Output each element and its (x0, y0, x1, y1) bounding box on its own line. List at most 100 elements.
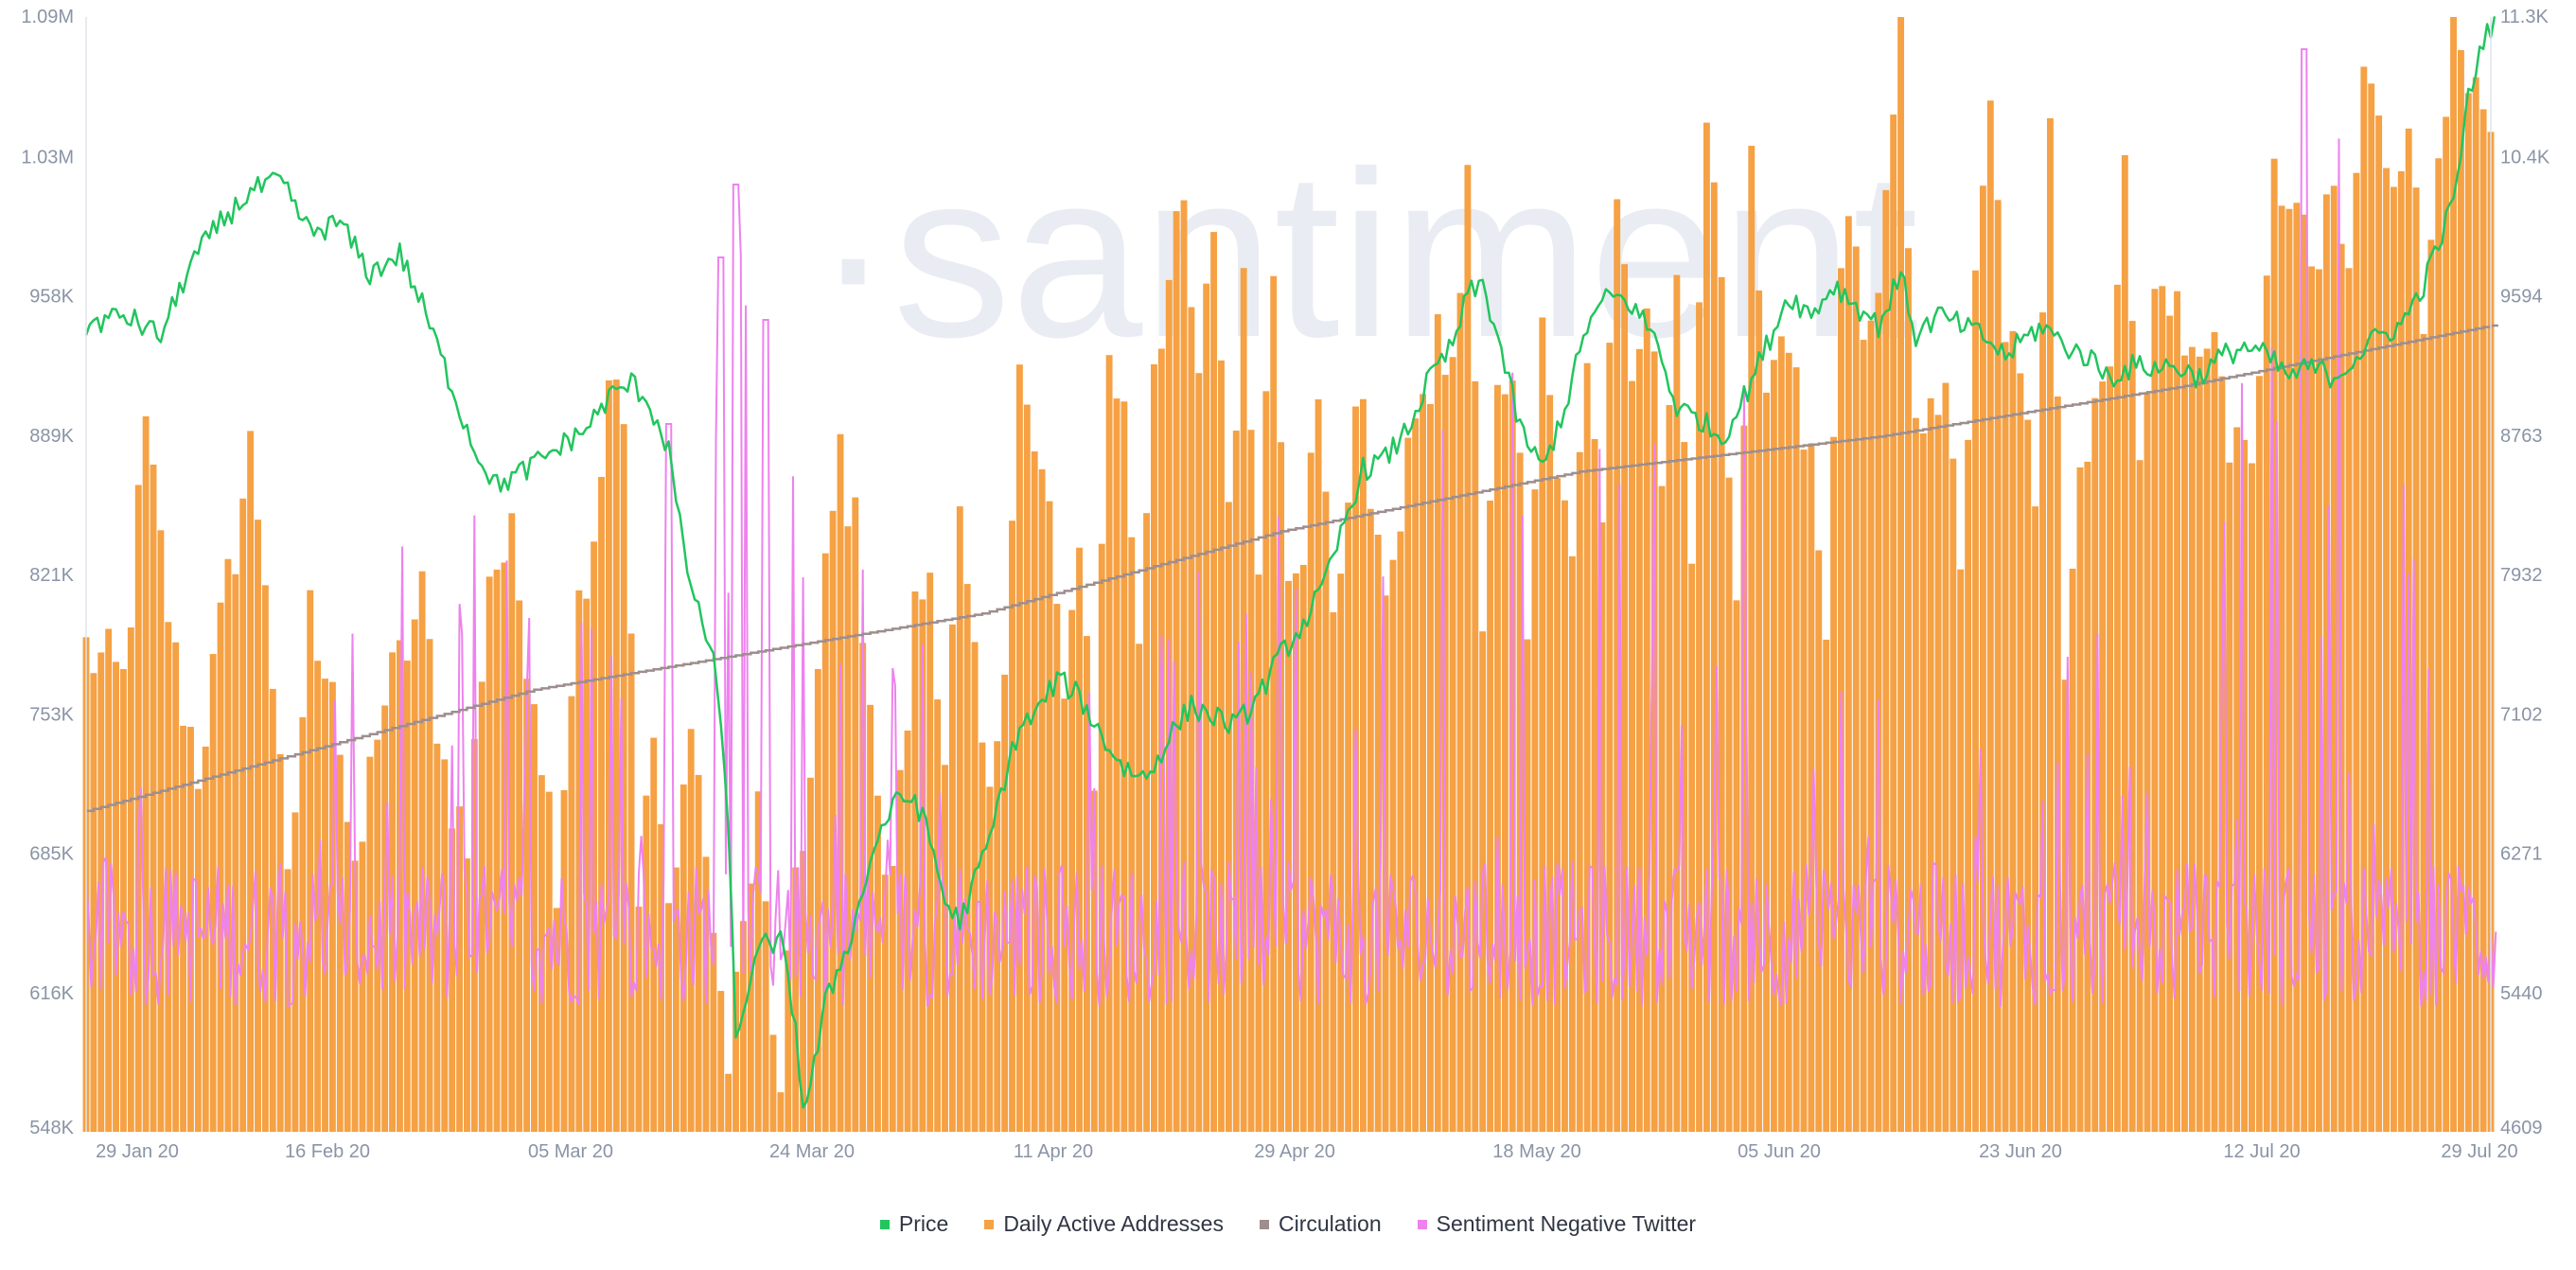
daa-bar (1583, 362, 1591, 1132)
daa-bar (2174, 291, 2180, 1132)
daa-bar (1128, 537, 1136, 1132)
daa-bar (1785, 352, 1792, 1132)
daa-bar (2017, 373, 2024, 1133)
daa-bar (322, 679, 328, 1132)
daa-bar (1740, 425, 1748, 1132)
daa-bar (2128, 321, 2136, 1132)
daa-bar (1509, 380, 1516, 1132)
daa-bar (1285, 580, 1292, 1132)
daa-bar (1255, 574, 1262, 1132)
daa-bar (1278, 442, 1285, 1133)
legend-label-sentiment-negative-twitter: Sentiment Negative Twitter (1436, 1211, 1697, 1236)
daa-bar (1658, 485, 1666, 1132)
daa-bar (1994, 200, 2002, 1133)
daa-bar (889, 866, 896, 1132)
daa-bar (120, 668, 127, 1132)
daa-bar (1023, 404, 1031, 1133)
daa-bar (1487, 501, 1493, 1132)
daa-bar (1561, 500, 1568, 1132)
daa-bar (874, 795, 881, 1132)
daa-bar (187, 727, 194, 1132)
daa-bar (1031, 451, 1038, 1132)
daa-bar (1942, 382, 1950, 1132)
daa-bar (942, 765, 948, 1132)
daa-bar (261, 585, 269, 1132)
daa-bar (516, 600, 523, 1132)
daa-bar (1009, 520, 1015, 1132)
daa-bar (239, 498, 247, 1132)
daa-bar (1322, 491, 1330, 1132)
legend-item-price[interactable]: Price (879, 1211, 948, 1237)
daa-bar (1614, 199, 1621, 1132)
left-tick-label: 685K (29, 844, 74, 865)
right-tick-label: 11.3K (2500, 7, 2549, 27)
daa-bar (1113, 398, 1120, 1133)
daa-bar (956, 506, 963, 1132)
daa-bar (157, 530, 165, 1132)
daa-bar (1890, 115, 1897, 1132)
daa-bar (1950, 458, 1957, 1132)
daa-bar (1957, 569, 1965, 1132)
daa-bar (1456, 292, 1464, 1133)
daa-bar (1666, 404, 1673, 1133)
daa-bar (2420, 333, 2427, 1132)
x-tick-label: 29 Apr 20 (1254, 1141, 1335, 1162)
daa-bar (1292, 573, 1299, 1132)
daa-bar (2472, 77, 2479, 1132)
daa-bar (1546, 395, 1554, 1132)
daa-bar (1643, 308, 1650, 1132)
daa-bar (1420, 394, 1426, 1132)
left-tick-label: 1.09M (21, 7, 74, 27)
daa-bar (470, 738, 478, 1132)
daa-bar (142, 415, 150, 1132)
daa-bar (695, 774, 702, 1132)
legend-item-daily-active-addresses[interactable]: Daily Active Addresses (984, 1211, 1224, 1237)
bars-layer (82, 17, 2495, 1133)
daa-bar (351, 860, 359, 1132)
x-tick-label: 05 Mar 20 (528, 1141, 613, 1162)
daa-bar (2464, 93, 2472, 1132)
daa-bar (792, 867, 800, 1132)
daa-bar (1240, 268, 1247, 1133)
daa-bar (1867, 320, 1875, 1132)
x-tick-label: 12 Jul 20 (2223, 1141, 2300, 1162)
daa-bar (359, 841, 366, 1132)
daa-bar (769, 1034, 777, 1132)
daa-bar (150, 464, 157, 1132)
sentiment-layer (85, 48, 2497, 1009)
daa-bar (1225, 502, 1232, 1132)
daa-bar (456, 806, 463, 1132)
daa-bar (2308, 266, 2316, 1132)
daa-bar (1621, 264, 1629, 1132)
daa-bar (493, 569, 501, 1132)
daa-bar (2345, 268, 2353, 1132)
daa-bar (2091, 397, 2099, 1132)
daa-bar (113, 661, 119, 1132)
daa-bar (679, 784, 687, 1132)
daa-bar (1852, 246, 1860, 1132)
daa-bar (1232, 430, 1240, 1132)
daa-bar (165, 622, 172, 1132)
daa-bar (1188, 307, 1195, 1132)
daa-bar (127, 627, 134, 1132)
daa-bar (374, 739, 381, 1132)
daa-bar (1046, 501, 1053, 1132)
daa-bar (583, 598, 591, 1132)
daa-bar (1635, 348, 1643, 1132)
daa-bar (672, 867, 679, 1132)
daa-bar (97, 652, 105, 1132)
legend-item-circulation[interactable]: Circulation (1259, 1211, 1382, 1237)
daa-bar (449, 828, 456, 1132)
daa-bar (2166, 315, 2174, 1132)
daa-bar (2114, 284, 2121, 1132)
daa-bar (605, 379, 612, 1133)
daa-bar (844, 526, 852, 1132)
x-tick-label: 05 Jun 20 (1738, 1141, 1821, 1162)
legend-item-sentiment-negative-twitter[interactable]: Sentiment Negative Twitter (1417, 1211, 1697, 1237)
price-line (84, 16, 2497, 1109)
daa-bar (598, 476, 605, 1133)
daa-bar (1733, 600, 1740, 1132)
daa-bar (1710, 182, 1718, 1132)
daa-bar (896, 769, 904, 1132)
